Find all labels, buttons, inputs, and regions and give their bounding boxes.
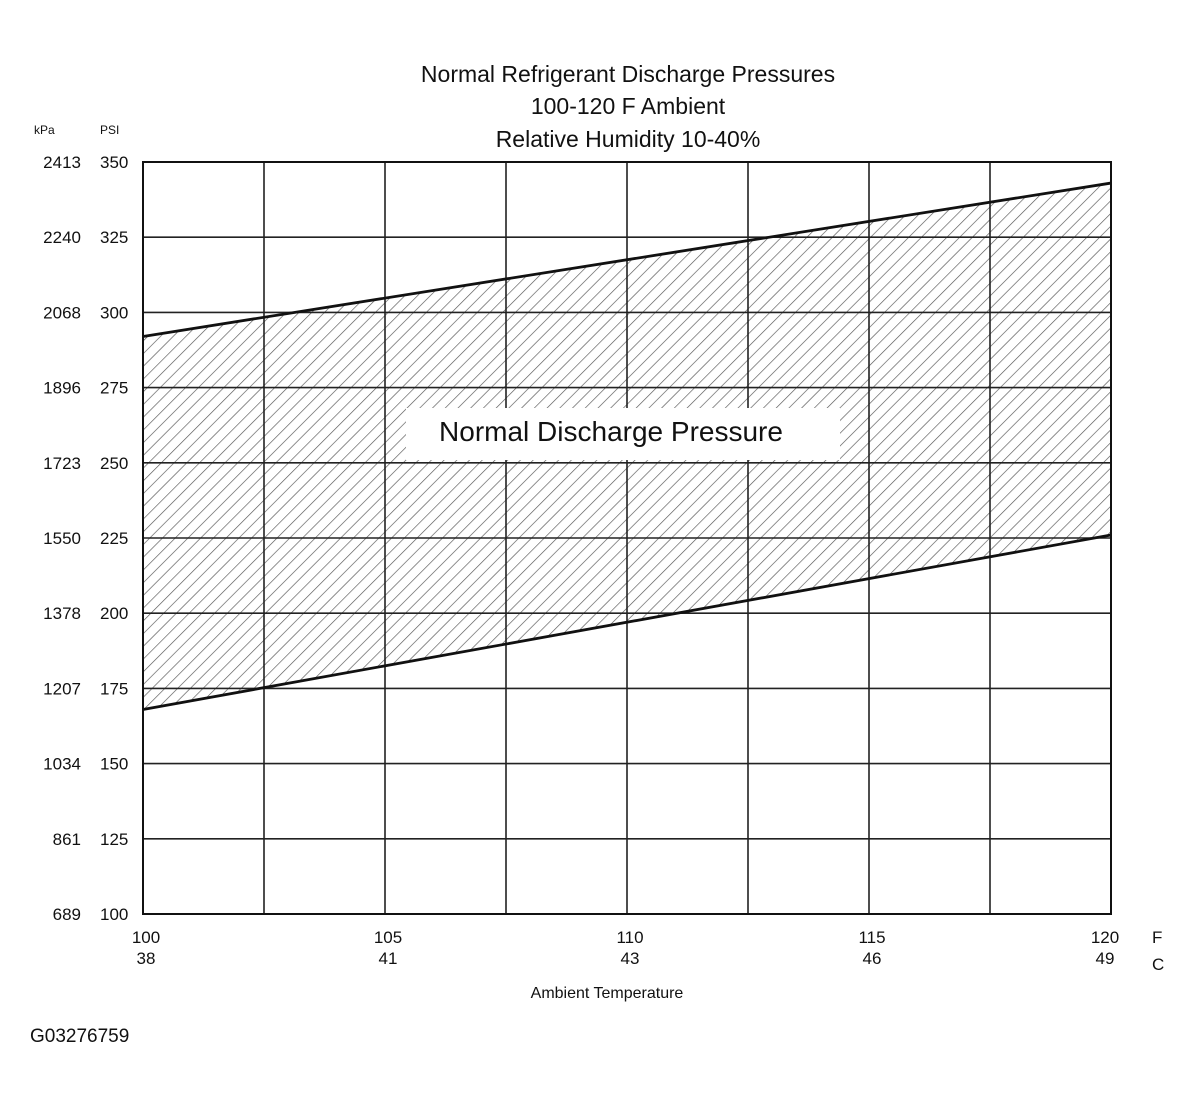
y-tick-label-kpa: 1034 [43, 755, 81, 774]
y-tick-label-psi: 125 [100, 830, 128, 849]
y-tick-label-psi: 300 [100, 303, 128, 322]
figure-id: G03276759 [30, 1026, 129, 1047]
y-tick-label-psi: 325 [100, 228, 128, 247]
y-tick-label-kpa: 2240 [43, 228, 81, 247]
y-tick-label-psi: 150 [100, 755, 128, 774]
x-tick-label-c: 43 [621, 949, 640, 968]
band-label-background [406, 408, 840, 460]
y-tick-label-psi: 100 [100, 905, 128, 924]
x-tick-label-c: 49 [1096, 949, 1115, 968]
y-unit-psi: PSI [100, 123, 119, 137]
y-tick-label-kpa: 1896 [43, 379, 81, 398]
y-tick-labels: 2413 350 2240 325 2068 300 1896 275 1723 250 1550 2… [43, 153, 128, 924]
band-label: Normal Discharge Pressure [439, 416, 783, 447]
y-tick-label-psi: 200 [100, 604, 128, 623]
chart-title-line-2: 100-120 F Ambient [531, 93, 726, 119]
y-tick-label-kpa: 861 [53, 830, 81, 849]
y-tick-label-kpa: 1723 [43, 454, 81, 473]
x-tick-label-c: 46 [863, 949, 882, 968]
x-unit-f: F [1152, 928, 1162, 947]
y-tick-label-kpa: 689 [53, 905, 81, 924]
y-tick-label-kpa: 2068 [43, 303, 81, 322]
y-tick-label-psi: 225 [100, 529, 128, 548]
x-tick-label-c: 41 [379, 949, 398, 968]
chart-title-line-3: Relative Humidity 10-40% [496, 126, 761, 152]
x-tick-label-f: 120 [1091, 928, 1119, 947]
y-tick-label-kpa: 1207 [43, 679, 81, 698]
y-tick-label-kpa: 1550 [43, 529, 81, 548]
x-tick-label-f: 105 [374, 928, 402, 947]
plot-frame [142, 161, 1112, 915]
lower-bound-line [142, 533, 1112, 711]
x-unit-c: C [1152, 955, 1164, 974]
y-tick-label-psi: 250 [100, 454, 128, 473]
y-tick-label-psi: 175 [100, 679, 128, 698]
x-tick-labels: 100 38 105 41 110 43 115 46 120 49 [132, 928, 1119, 968]
x-tick-label-f: 100 [132, 928, 160, 947]
y-unit-kpa: kPa [34, 123, 55, 137]
chart-title-line-1: Normal Refrigerant Discharge Pressures [421, 61, 835, 87]
x-tick-label-c: 38 [137, 949, 156, 968]
x-tick-label-f: 110 [616, 928, 643, 947]
y-tick-label-psi: 350 [100, 153, 128, 172]
y-tick-label-kpa: 2413 [43, 153, 81, 172]
y-tick-label-kpa: 1378 [43, 604, 81, 623]
x-axis-label: Ambient Temperature [531, 985, 684, 1002]
y-tick-label-psi: 275 [100, 379, 128, 398]
x-tick-label-f: 115 [858, 928, 885, 947]
upper-bound-line [142, 181, 1112, 338]
